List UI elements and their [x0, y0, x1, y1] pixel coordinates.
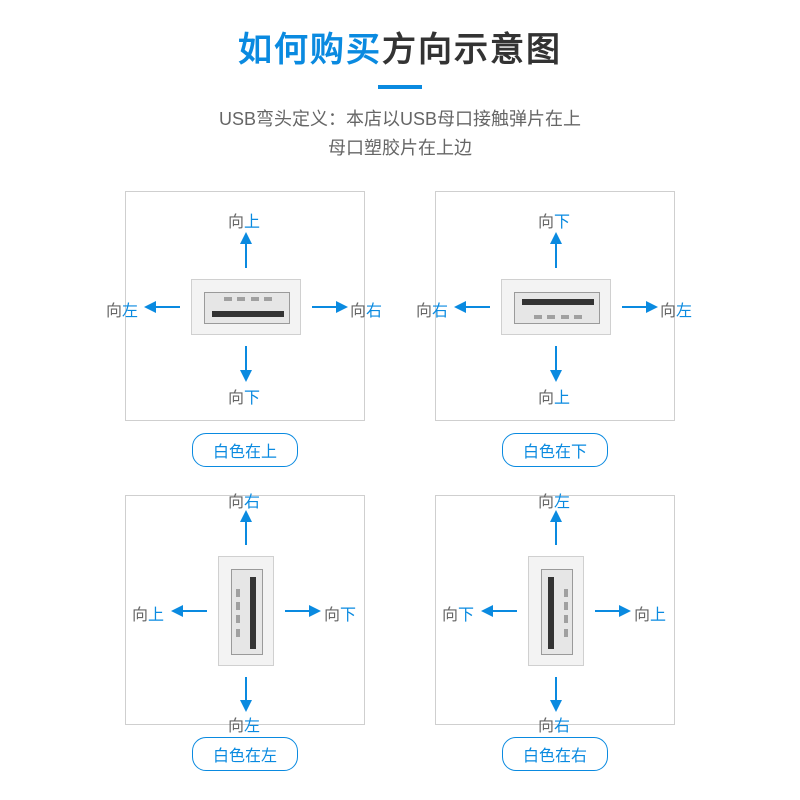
subtitle-line2: 母口塑胶片在上边	[0, 134, 800, 163]
label-bottom: 向左	[228, 712, 260, 736]
arrow-right-icon	[309, 605, 321, 617]
arrow-stem-down	[245, 346, 247, 370]
usb-connector	[501, 279, 611, 335]
usb-connector	[191, 279, 301, 335]
caption-badge: 白色在左	[192, 737, 298, 771]
arrow-stem-right	[285, 610, 309, 612]
label-right: 向左	[660, 297, 692, 321]
page-title: 如何购买方向示意图	[0, 0, 800, 71]
label-bottom: 向右	[538, 712, 570, 736]
cell-white-bottom: 向下 向上 向右 向左 白色在下	[430, 191, 680, 467]
panel-white-top: 向上 向下 向左 向右	[125, 191, 365, 421]
usb-slot	[522, 299, 594, 305]
label-top: 向上	[228, 208, 260, 232]
usb-slot	[212, 311, 284, 317]
usb-teeth	[564, 589, 568, 637]
arrow-down-icon	[550, 370, 562, 382]
title-underline	[378, 85, 422, 89]
usb-teeth	[534, 315, 582, 319]
arrow-stem-right	[622, 306, 646, 308]
usb-slot	[250, 577, 256, 649]
cell-white-left: 向右 向左 向上 向下 白色在左	[120, 495, 370, 771]
arrow-stem-down	[245, 677, 247, 701]
label-bottom: 向下	[228, 384, 260, 408]
label-top: 向左	[538, 488, 570, 512]
label-left: 向上	[132, 601, 164, 625]
label-right: 向下	[324, 601, 356, 625]
usb-port	[541, 569, 573, 655]
cell-white-top: 向上 向下 向左 向右 白色在上	[120, 191, 370, 467]
arrow-up-icon	[550, 232, 562, 244]
arrow-stem-up	[555, 244, 557, 268]
title-part2: 方向示意图	[382, 31, 562, 69]
arrow-stem-right	[312, 306, 336, 308]
caption-badge: 白色在右	[502, 737, 608, 771]
subtitle-line1: USB弯头定义：本店以USB母口接触弹片在上	[0, 105, 800, 134]
arrow-stem-up	[245, 244, 247, 268]
panel-white-left: 向右 向左 向上 向下	[125, 495, 365, 725]
arrow-right-icon	[619, 605, 631, 617]
diagram-grid: 向上 向下 向左 向右 白色在上 向下 向上	[0, 163, 800, 771]
usb-port	[204, 292, 290, 324]
arrow-down-icon	[240, 370, 252, 382]
arrow-stem-left	[156, 306, 180, 308]
subtitle: USB弯头定义：本店以USB母口接触弹片在上 母口塑胶片在上边	[0, 105, 800, 163]
panel-white-right: 向左 向右 向下 向上	[435, 495, 675, 725]
caption-badge: 白色在上	[192, 433, 298, 467]
arrow-stem-left	[466, 306, 490, 308]
label-bottom: 向上	[538, 384, 570, 408]
usb-port	[514, 292, 600, 324]
arrow-stem-down	[555, 346, 557, 370]
arrow-stem-left	[493, 610, 517, 612]
label-right: 向上	[634, 601, 666, 625]
usb-connector	[528, 556, 584, 666]
usb-slot	[548, 577, 554, 649]
arrow-stem-right	[595, 610, 619, 612]
label-right: 向右	[350, 297, 382, 321]
arrow-left-icon	[454, 301, 466, 313]
arrow-up-icon	[240, 232, 252, 244]
arrow-right-icon	[336, 301, 348, 313]
arrow-down-icon	[550, 700, 562, 712]
arrow-left-icon	[481, 605, 493, 617]
label-left: 向左	[106, 297, 138, 321]
cell-white-right: 向左 向右 向下 向上 白色在右	[430, 495, 680, 771]
arrow-stem-left	[183, 610, 207, 612]
arrow-stem-down	[555, 677, 557, 701]
label-left: 向下	[442, 601, 474, 625]
arrow-stem-up	[245, 521, 247, 545]
arrow-left-icon	[171, 605, 183, 617]
usb-port	[231, 569, 263, 655]
usb-teeth	[236, 589, 240, 637]
arrow-stem-up	[555, 521, 557, 545]
usb-connector	[218, 556, 274, 666]
arrow-down-icon	[240, 700, 252, 712]
caption-badge: 白色在下	[502, 433, 608, 467]
arrow-right-icon	[646, 301, 658, 313]
usb-teeth	[224, 297, 272, 301]
arrow-left-icon	[144, 301, 156, 313]
label-top: 向下	[538, 208, 570, 232]
label-left: 向右	[416, 297, 448, 321]
title-part1: 如何购买	[238, 31, 382, 69]
panel-white-bottom: 向下 向上 向右 向左	[435, 191, 675, 421]
label-top: 向右	[228, 488, 260, 512]
